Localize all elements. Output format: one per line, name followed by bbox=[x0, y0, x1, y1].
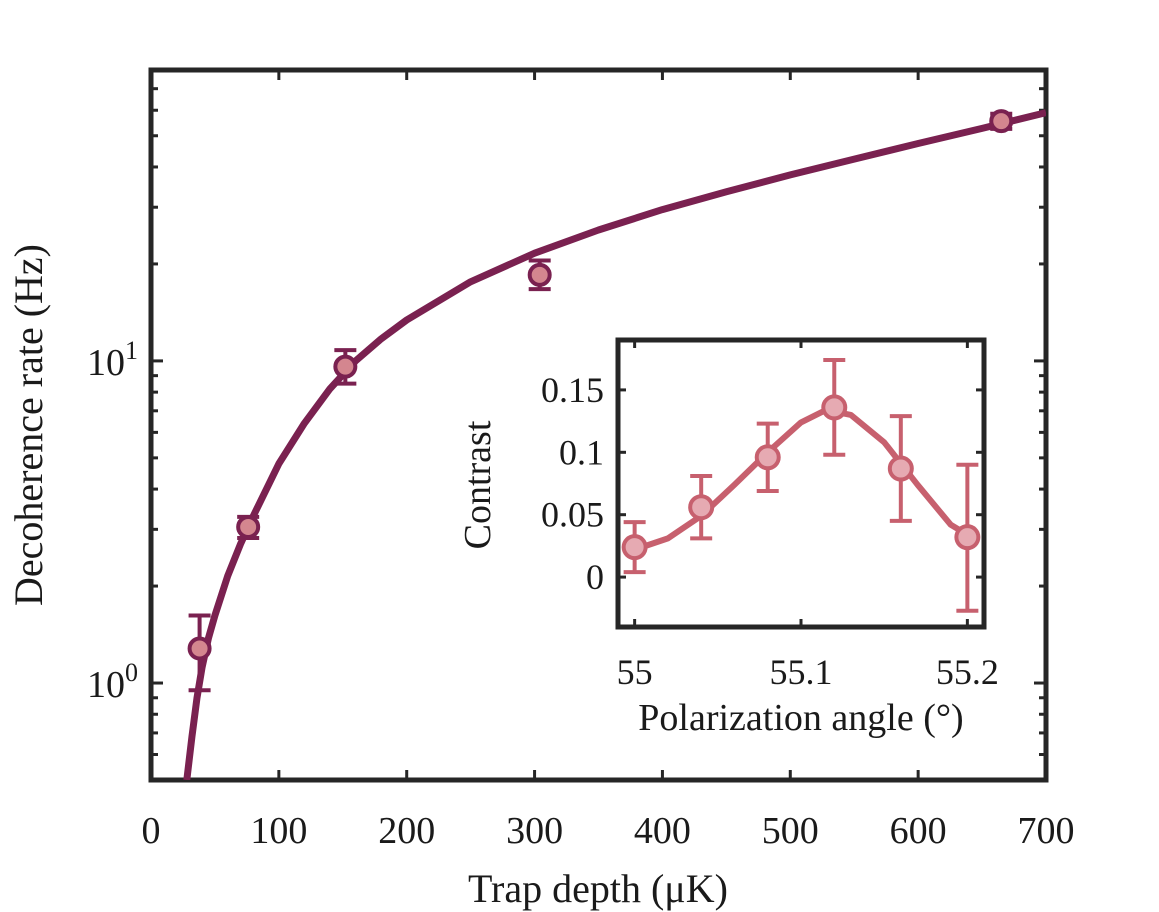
main-data-points bbox=[187, 109, 1014, 693]
main-x-tick-label: 400 bbox=[634, 810, 691, 852]
inset-y-tick-labels: 0 0.05 0.1 0.15 bbox=[541, 370, 604, 597]
inset-data-point bbox=[754, 421, 781, 493]
inset-marker bbox=[887, 455, 914, 482]
main-marker bbox=[187, 636, 212, 661]
inset-background bbox=[618, 340, 984, 627]
main-tick-marks bbox=[149, 68, 1048, 782]
inset-x-axis-label: Polarization angle (°) bbox=[638, 697, 963, 739]
main-y-tick-label: 100 bbox=[87, 658, 138, 706]
main-x-tick-labels: 0 100 200 300 400 500 600 700 bbox=[142, 810, 1075, 852]
main-data-point bbox=[989, 109, 1014, 134]
main-y-tick-exponent: 1 bbox=[125, 336, 138, 365]
main-x-tick-label: 200 bbox=[378, 810, 435, 852]
main-x-tick-label: 300 bbox=[506, 810, 563, 852]
inset-x-tick-label: 55.1 bbox=[770, 652, 833, 692]
inset-chart: 55 55.1 55.2 0 0.05 0.1 0.15 Polarization ang… bbox=[457, 337, 999, 739]
main-plot-frame bbox=[148, 67, 1049, 783]
inset-y-tick-label: 0.05 bbox=[541, 495, 604, 535]
main-data-point bbox=[527, 258, 552, 292]
main-marker bbox=[989, 109, 1014, 134]
inset-x-tick-label: 55.2 bbox=[936, 652, 999, 692]
inset-marker bbox=[621, 534, 648, 561]
inset-y-axis-label: Contrast bbox=[457, 420, 499, 549]
main-data-point bbox=[236, 514, 261, 540]
main-marker bbox=[527, 262, 552, 287]
main-data-point bbox=[187, 613, 212, 693]
inset-fit-curve bbox=[633, 406, 978, 553]
inset-x-tick-labels: 55 55.1 55.2 bbox=[617, 652, 999, 692]
inset-data-point bbox=[821, 357, 848, 457]
main-x-axis-label: Trap depth (μK) bbox=[468, 866, 728, 911]
inset-y-tick-label: 0.1 bbox=[559, 432, 604, 472]
inset-x-tick-label: 55 bbox=[617, 652, 653, 692]
main-x-tick-label: 0 bbox=[142, 810, 161, 852]
inset-y-tick-label: 0.15 bbox=[541, 370, 604, 410]
inset-data-points bbox=[621, 357, 981, 613]
inset-y-tick-label: 0 bbox=[586, 557, 604, 597]
inset-data-point bbox=[688, 474, 715, 541]
main-marker bbox=[236, 515, 261, 540]
main-y-tick-base: 10 bbox=[87, 664, 125, 706]
main-x-tick-label: 500 bbox=[762, 810, 819, 852]
main-x-tick-label: 700 bbox=[1018, 810, 1075, 852]
main-y-tick-base: 10 bbox=[87, 342, 125, 384]
inset-marker bbox=[688, 494, 715, 521]
main-marker bbox=[333, 354, 358, 379]
inset-data-point bbox=[621, 520, 648, 575]
main-data-point bbox=[333, 348, 358, 386]
main-x-tick-label: 600 bbox=[890, 810, 947, 852]
inset-marker bbox=[754, 444, 781, 471]
inset-data-point bbox=[954, 462, 981, 613]
inset-plot-frame bbox=[615, 337, 987, 630]
inset-data-point bbox=[887, 414, 914, 523]
main-y-axis-label: Decoherence rate (Hz) bbox=[6, 244, 51, 606]
main-x-tick-label: 100 bbox=[250, 810, 307, 852]
main-y-tick-exponent: 0 bbox=[125, 658, 138, 687]
main-y-tick-label: 101 bbox=[87, 336, 138, 384]
inset-marker bbox=[821, 394, 848, 421]
inset-marker bbox=[954, 524, 981, 551]
